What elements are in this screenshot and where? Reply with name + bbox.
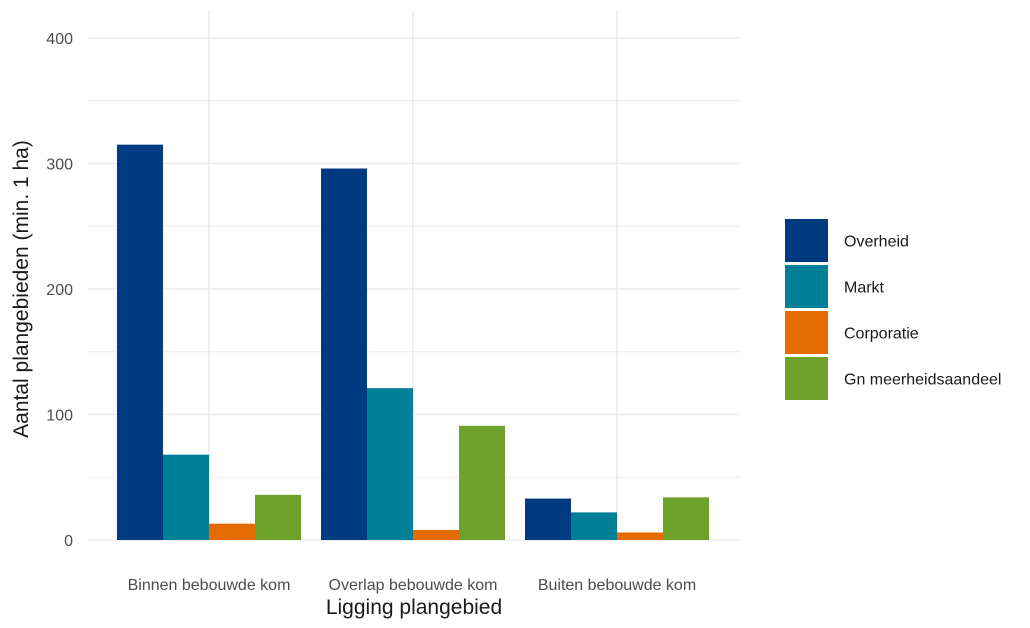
bar-markt [367,388,413,540]
legend-label: Gn meerheidsaandeel [844,372,1001,389]
legend: Overheid Markt Corporatie Gn meerheidsaande… [785,219,1001,400]
y-axis-ticks: 0 100 200 300 400 [46,31,73,550]
bars [117,144,709,541]
y-tick-label: 100 [46,408,73,425]
y-tick-label: 200 [46,282,73,299]
y-tick-label: 300 [46,157,73,174]
y-tick-label: 400 [46,31,73,48]
bar-gn-meerheidsaandeel [663,497,709,540]
bar-corporatie [209,523,255,540]
y-axis-title: Aantal plangebieden (min. 1 ha) [10,140,33,438]
legend-label: Overheid [844,234,909,251]
legend-key-overheid [785,219,828,262]
bar-overheid [117,144,163,541]
bar-overheid [525,498,571,540]
bar-gn-meerheidsaandeel [459,425,505,540]
legend-key-markt [785,265,828,308]
bar-markt [163,454,209,540]
x-axis-title: Ligging plangebied [326,596,502,619]
x-tick-label: Buiten bebouwde kom [538,577,696,594]
x-tick-label: Overlap bebouwde kom [329,577,498,594]
legend-key-corporatie [785,311,828,354]
legend-label: Markt [844,280,885,297]
grid [88,10,740,541]
bar-corporatie [617,532,663,540]
bar-gn-meerheidsaandeel [255,494,301,540]
bar-corporatie [413,529,459,540]
x-axis-ticks: Binnen bebouwde kom Overlap bebouwde kom B… [128,577,697,594]
bar-markt [571,512,617,540]
x-tick-label: Binnen bebouwde kom [128,577,291,594]
y-tick-label: 0 [64,533,73,550]
legend-key-gn-meerheidsaandeel [785,357,828,400]
bar-overheid [321,168,367,540]
legend-label: Corporatie [844,326,919,343]
